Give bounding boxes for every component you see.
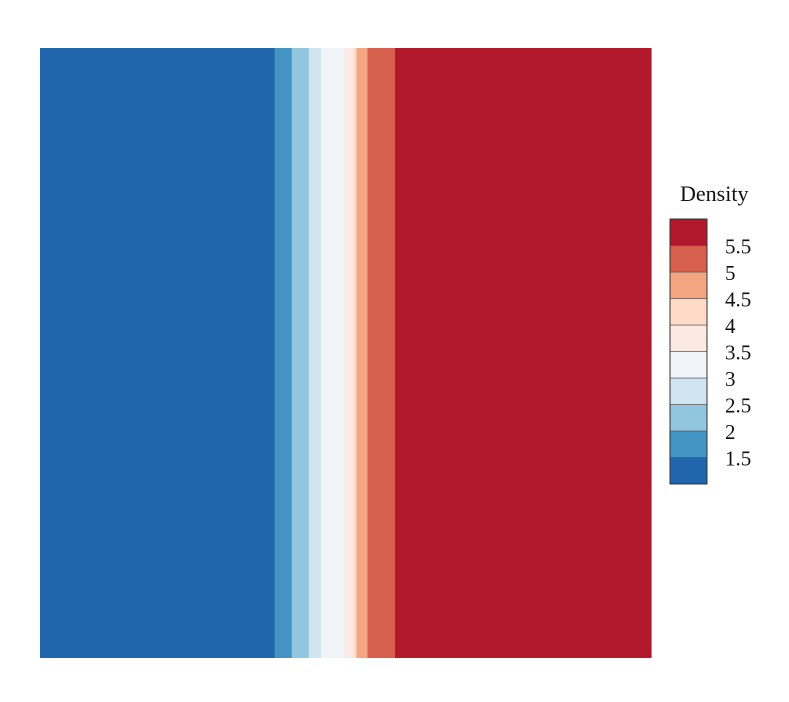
colorbar-swatch-0 <box>669 457 708 485</box>
colorbar-tick-label: 5.5 <box>725 235 751 259</box>
colorbar-swatch-8 <box>669 245 708 273</box>
colorbar-tick-label: 1.5 <box>725 447 751 471</box>
density-band-8 <box>367 48 396 658</box>
colorbar-title: Density <box>680 181 749 206</box>
colorbar-tick-label: 2 <box>725 420 736 444</box>
colorbar-swatch-2 <box>669 404 708 432</box>
density-band-7 <box>356 48 369 658</box>
colorbar-tick-label: 3.5 <box>725 341 751 365</box>
colorbar-tick-label: 4 <box>725 314 736 338</box>
density-band-6 <box>353 48 358 658</box>
colorbar-tick-label: 4.5 <box>725 288 751 312</box>
density-band-0 <box>40 48 276 658</box>
density-band-3 <box>308 48 322 658</box>
colorbar-tick-label: 2.5 <box>725 394 751 418</box>
colorbar: 1.5 22.5 33.5 44.5 55.5 <box>669 218 751 485</box>
colorbar-tick-label: 5 <box>725 261 736 285</box>
colorbar-swatch-7 <box>669 271 708 299</box>
colorbar-swatch-6 <box>669 298 708 326</box>
density-band-1 <box>274 48 293 658</box>
density-band-4 <box>321 48 345 658</box>
colorbar-tick-label: 3 <box>725 367 736 391</box>
density-band-2 <box>291 48 310 658</box>
density-band-9 <box>394 48 652 658</box>
colorbar-swatch-4 <box>669 351 708 379</box>
colorbar-swatch-9 <box>669 218 708 246</box>
density-band-5 <box>344 48 355 658</box>
colorbar-swatch-1 <box>669 430 708 458</box>
colorbar-outline <box>669 218 708 485</box>
density-field <box>40 48 652 658</box>
colorbar-swatch-5 <box>669 324 708 352</box>
colorbar-swatch-3 <box>669 377 708 405</box>
